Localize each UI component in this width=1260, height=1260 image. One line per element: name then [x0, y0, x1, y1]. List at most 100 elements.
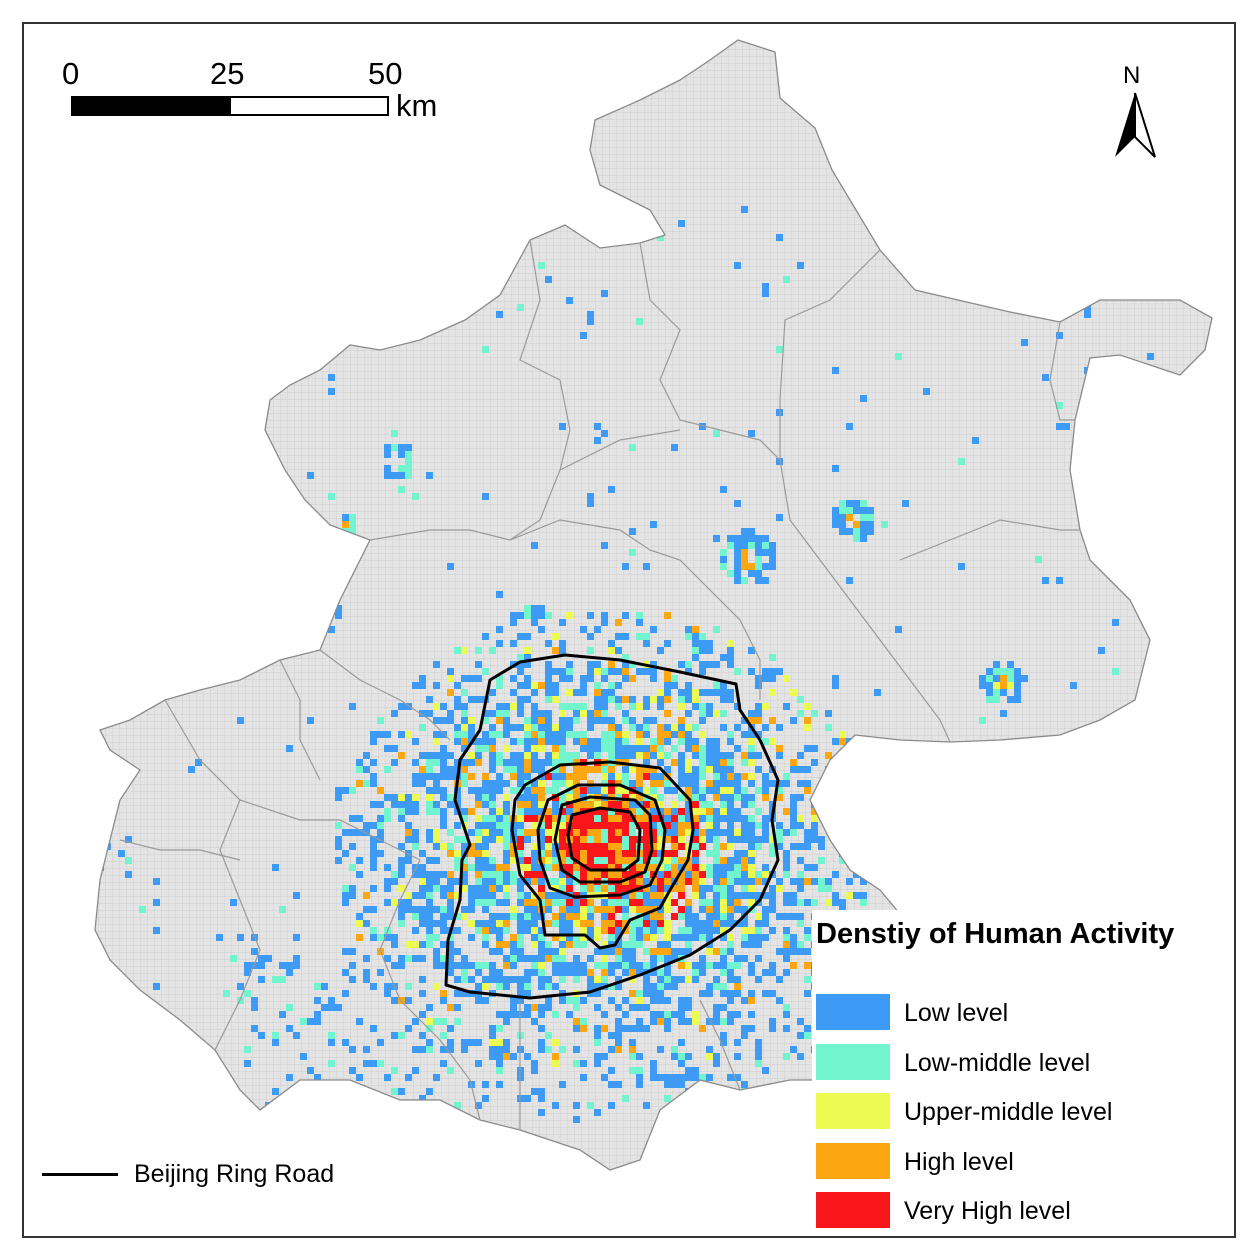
density-cell: [489, 801, 496, 808]
density-cell: [405, 458, 412, 465]
density-cell: [699, 717, 706, 724]
density-cell: [538, 1109, 545, 1116]
density-cell: [524, 892, 531, 899]
density-cell: [244, 969, 251, 976]
density-cell: [566, 941, 573, 948]
density-cell: [1000, 171, 1007, 178]
density-cell: [461, 780, 468, 787]
density-cell: [587, 318, 594, 325]
density-cell: [748, 997, 755, 1004]
density-cell: [482, 794, 489, 801]
density-cell: [545, 836, 552, 843]
density-cell: [440, 955, 447, 962]
density-cell: [622, 731, 629, 738]
density-cell: [559, 892, 566, 899]
density-cell: [706, 759, 713, 766]
density-cell: [685, 822, 692, 829]
density-cell: [482, 745, 489, 752]
density-cell: [461, 969, 468, 976]
density-cell: [447, 1039, 454, 1046]
density-cell: [727, 906, 734, 913]
density-cell: [377, 1060, 384, 1067]
density-cell: [573, 780, 580, 787]
density-cell: [678, 1039, 685, 1046]
density-cell: [790, 899, 797, 906]
density-cell: [335, 605, 342, 612]
density-cell: [559, 808, 566, 815]
density-cell: [426, 1046, 433, 1053]
density-cell: [594, 829, 601, 836]
density-cell: [531, 899, 538, 906]
density-cell: [391, 759, 398, 766]
density-cell: [678, 689, 685, 696]
density-cell: [685, 731, 692, 738]
density-cell: [580, 906, 587, 913]
density-cell: [713, 682, 720, 689]
density-cell: [1007, 675, 1014, 682]
density-cell: [419, 885, 426, 892]
density-cell: [517, 878, 524, 885]
density-cell: [664, 710, 671, 717]
density-cell: [727, 689, 734, 696]
density-cell: [503, 822, 510, 829]
density-cell: [629, 850, 636, 857]
density-cell: [1105, 801, 1112, 808]
density-cell: [629, 857, 636, 864]
density-cell: [615, 738, 622, 745]
density-cell: [559, 885, 566, 892]
density-cell: [706, 745, 713, 752]
density-cell: [615, 941, 622, 948]
density-cell: [202, 1130, 209, 1137]
density-cell: [629, 808, 636, 815]
density-cell: [839, 528, 846, 535]
density-cell: [559, 871, 566, 878]
density-cell: [713, 892, 720, 899]
density-cell: [699, 955, 706, 962]
density-cell: [524, 927, 531, 934]
density-cell: [426, 836, 433, 843]
density-cell: [594, 864, 601, 871]
density-cell: [125, 255, 132, 262]
density-cell: [734, 990, 741, 997]
density-cell: [699, 759, 706, 766]
density-cell: [573, 829, 580, 836]
density-cell: [664, 948, 671, 955]
density-cell: [657, 738, 664, 745]
density-cell: [559, 850, 566, 857]
density-cell: [573, 878, 580, 885]
density-cell: [629, 724, 636, 731]
density-cell: [727, 801, 734, 808]
density-cell: [755, 577, 762, 584]
density-cell: [664, 885, 671, 892]
density-cell: [748, 780, 755, 787]
density-cell: [426, 899, 433, 906]
density-cell: [650, 913, 657, 920]
density-cell: [545, 668, 552, 675]
density-cell: [692, 885, 699, 892]
density-cell: [629, 675, 636, 682]
density-cell: [594, 976, 601, 983]
density-cell: [517, 822, 524, 829]
density-cell: [517, 913, 524, 920]
density-cell: [426, 794, 433, 801]
density-cell: [755, 941, 762, 948]
density-cell: [552, 934, 559, 941]
density-cell: [489, 1053, 496, 1060]
density-cell: [643, 836, 650, 843]
density-cell: [552, 962, 559, 969]
density-cell: [531, 941, 538, 948]
density-cell: [664, 1081, 671, 1088]
density-cell: [531, 801, 538, 808]
density-cell: [797, 1018, 804, 1025]
density-cell: [699, 794, 706, 801]
density-cell: [762, 577, 769, 584]
density-cell: [790, 843, 797, 850]
density-cell: [545, 850, 552, 857]
density-cell: [559, 948, 566, 955]
density-cell: [468, 899, 475, 906]
density-cell: [769, 885, 776, 892]
density-cell: [517, 738, 524, 745]
density-cell: [636, 745, 643, 752]
density-cell: [608, 801, 615, 808]
density-cell: [678, 836, 685, 843]
